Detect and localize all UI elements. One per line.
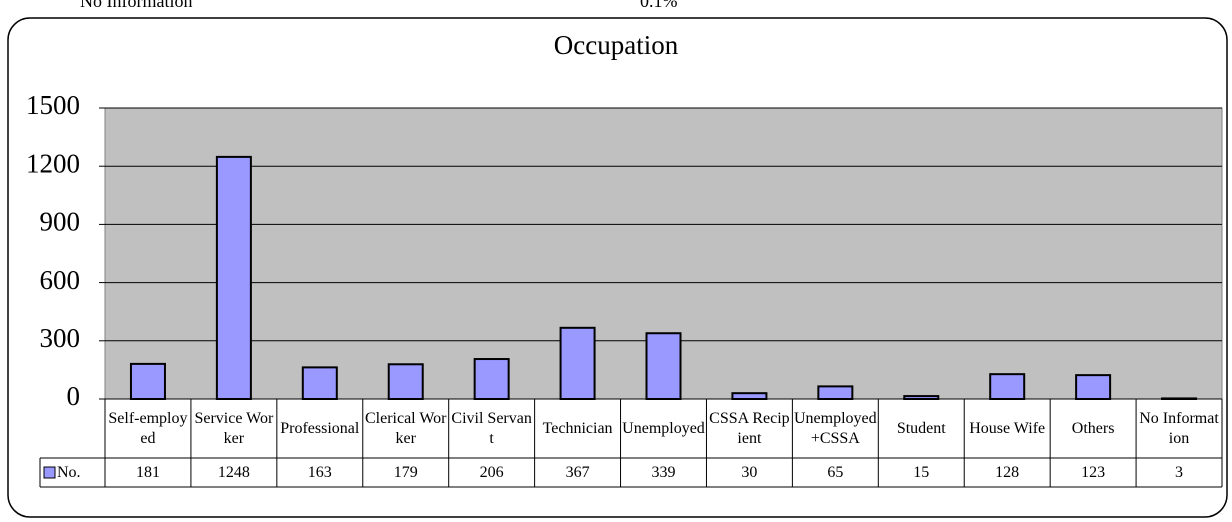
bar xyxy=(817,385,854,401)
data-table-value: 123 xyxy=(1081,463,1106,481)
x-tick-label: Unemployed+CSSA xyxy=(794,409,877,447)
chart-title: Occupation xyxy=(554,30,679,60)
bar xyxy=(387,363,424,400)
data-table-value: 15 xyxy=(913,463,930,481)
bar xyxy=(215,155,252,400)
data-table-value: 163 xyxy=(307,463,332,481)
x-tick-label: No Information xyxy=(1139,409,1219,447)
y-tick-label: 1500 xyxy=(26,90,80,120)
data-table-value: 367 xyxy=(565,463,590,481)
bar xyxy=(1161,397,1198,400)
bar xyxy=(645,332,682,401)
data-table-value: 128 xyxy=(995,463,1020,481)
y-tick-label: 300 xyxy=(40,323,81,353)
x-tick-label: CSSA Recipient xyxy=(709,409,790,447)
x-tick-label: Others xyxy=(1071,419,1115,437)
bar xyxy=(1075,374,1112,400)
data-table-value: 1248 xyxy=(217,463,250,481)
y-tick-label: 0 xyxy=(67,381,81,411)
x-tick-label: Student xyxy=(896,419,946,437)
y-tick-label: 1200 xyxy=(26,148,80,178)
data-table-value: 30 xyxy=(741,463,758,481)
x-tick-label: House Wife xyxy=(969,419,1046,437)
bar xyxy=(129,362,166,400)
x-tick-label: Clerical Worker xyxy=(364,409,447,447)
x-tick-label: Technician xyxy=(542,419,613,437)
bar xyxy=(473,358,510,401)
y-tick-label: 900 xyxy=(40,207,81,237)
header-text: No Information xyxy=(80,0,193,11)
data-table-value: 206 xyxy=(479,463,504,481)
bar xyxy=(903,395,940,400)
data-table-value: 339 xyxy=(651,463,676,481)
x-tick-label: Unemployed xyxy=(622,419,705,437)
x-tick-label: Professional xyxy=(280,419,360,437)
y-tick-label: 600 xyxy=(40,265,81,295)
x-tick-label: Civil Servant xyxy=(451,409,532,447)
bar xyxy=(301,366,338,400)
bar xyxy=(559,326,596,400)
bar xyxy=(731,392,768,400)
data-table-value: 179 xyxy=(393,463,418,481)
header-text: 0.1% xyxy=(640,0,678,11)
x-tick-label: Self-employed xyxy=(108,409,188,447)
data-table-value: 3 xyxy=(1175,463,1184,481)
data-table-value: 181 xyxy=(135,463,160,481)
x-tick-label: Service Worker xyxy=(194,409,274,447)
legend-swatch xyxy=(43,466,56,479)
data-table-value: 65 xyxy=(827,463,844,481)
bar xyxy=(989,373,1026,400)
legend-label: No. xyxy=(57,463,81,481)
